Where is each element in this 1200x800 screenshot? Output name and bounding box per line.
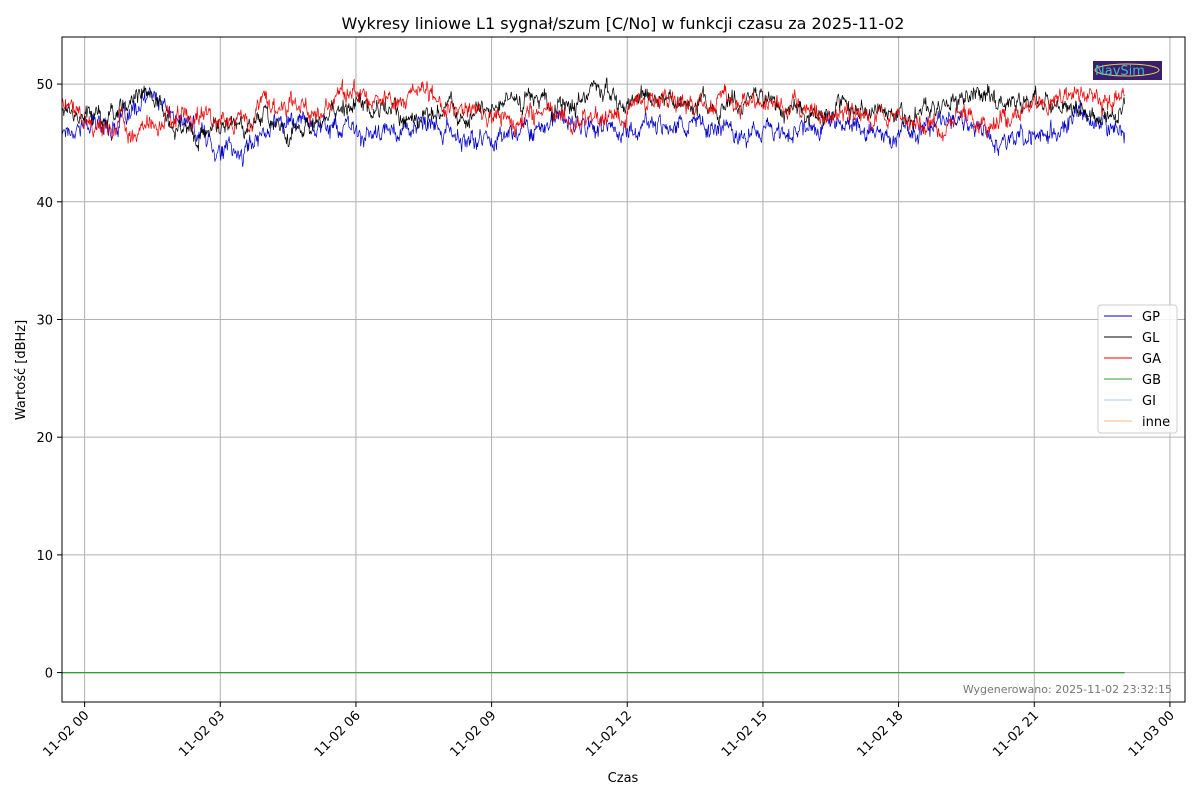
y-axis: 0 10 20 30 40 50: [36, 78, 62, 682]
generated-timestamp: Wygenerowano: 2025-11-02 23:32:15: [963, 683, 1172, 696]
legend-label-gi: GI: [1142, 394, 1156, 409]
y-tick-label: 0: [45, 667, 53, 682]
legend-label-gp: GP: [1142, 310, 1160, 325]
x-tick-label: 11-02 09: [447, 708, 499, 760]
y-tick-label: 20: [36, 431, 53, 446]
plot-frame: [61, 36, 1186, 703]
legend-box: [1097, 304, 1178, 434]
series-line-gl: [61, 77, 1126, 152]
x-tick-label: 11-02 00: [41, 708, 93, 760]
chart-title: Wykresy liniowe L1 sygnał/szum [C/No] w …: [342, 14, 905, 33]
y-tick-label: 40: [36, 196, 53, 211]
x-tick-label: 11-02 18: [854, 708, 906, 760]
x-tick-label: 11-02 12: [583, 708, 635, 760]
x-tick-label: 11-03 00: [1126, 708, 1178, 760]
logo-text: NavSim: [1095, 64, 1145, 79]
x-tick-label: 11-02 06: [312, 708, 364, 760]
series-line-ga: [61, 78, 1125, 144]
y-tick-label: 10: [36, 549, 53, 564]
legend-label-gb: GB: [1142, 373, 1161, 388]
y-tick-label: 30: [36, 313, 53, 328]
legend-label-gl: GL: [1142, 331, 1160, 346]
y-axis-label: Wartość [dBHz]: [14, 320, 29, 420]
x-axis-label: Czas: [608, 771, 639, 786]
x-tick-label: 11-02 21: [990, 708, 1042, 760]
legend: GP GL GA GB GI inne: [1097, 304, 1178, 434]
x-tick-label: 11-02 15: [719, 708, 771, 760]
legend-label-ga: GA: [1142, 352, 1161, 367]
x-axis: 11-02 00 11-02 03 11-02 06 11-02 09 11-02 12…: [41, 702, 1178, 760]
navsim-logo: NavSim: [1093, 61, 1162, 80]
x-tick-label: 11-02 03: [176, 708, 228, 760]
series-layer: [61, 77, 1126, 674]
y-tick-label: 50: [36, 78, 53, 93]
series-line-gp: [61, 87, 1126, 167]
logo-orbit-icon: [1094, 63, 1160, 77]
legend-label-inne: inne: [1142, 415, 1170, 430]
